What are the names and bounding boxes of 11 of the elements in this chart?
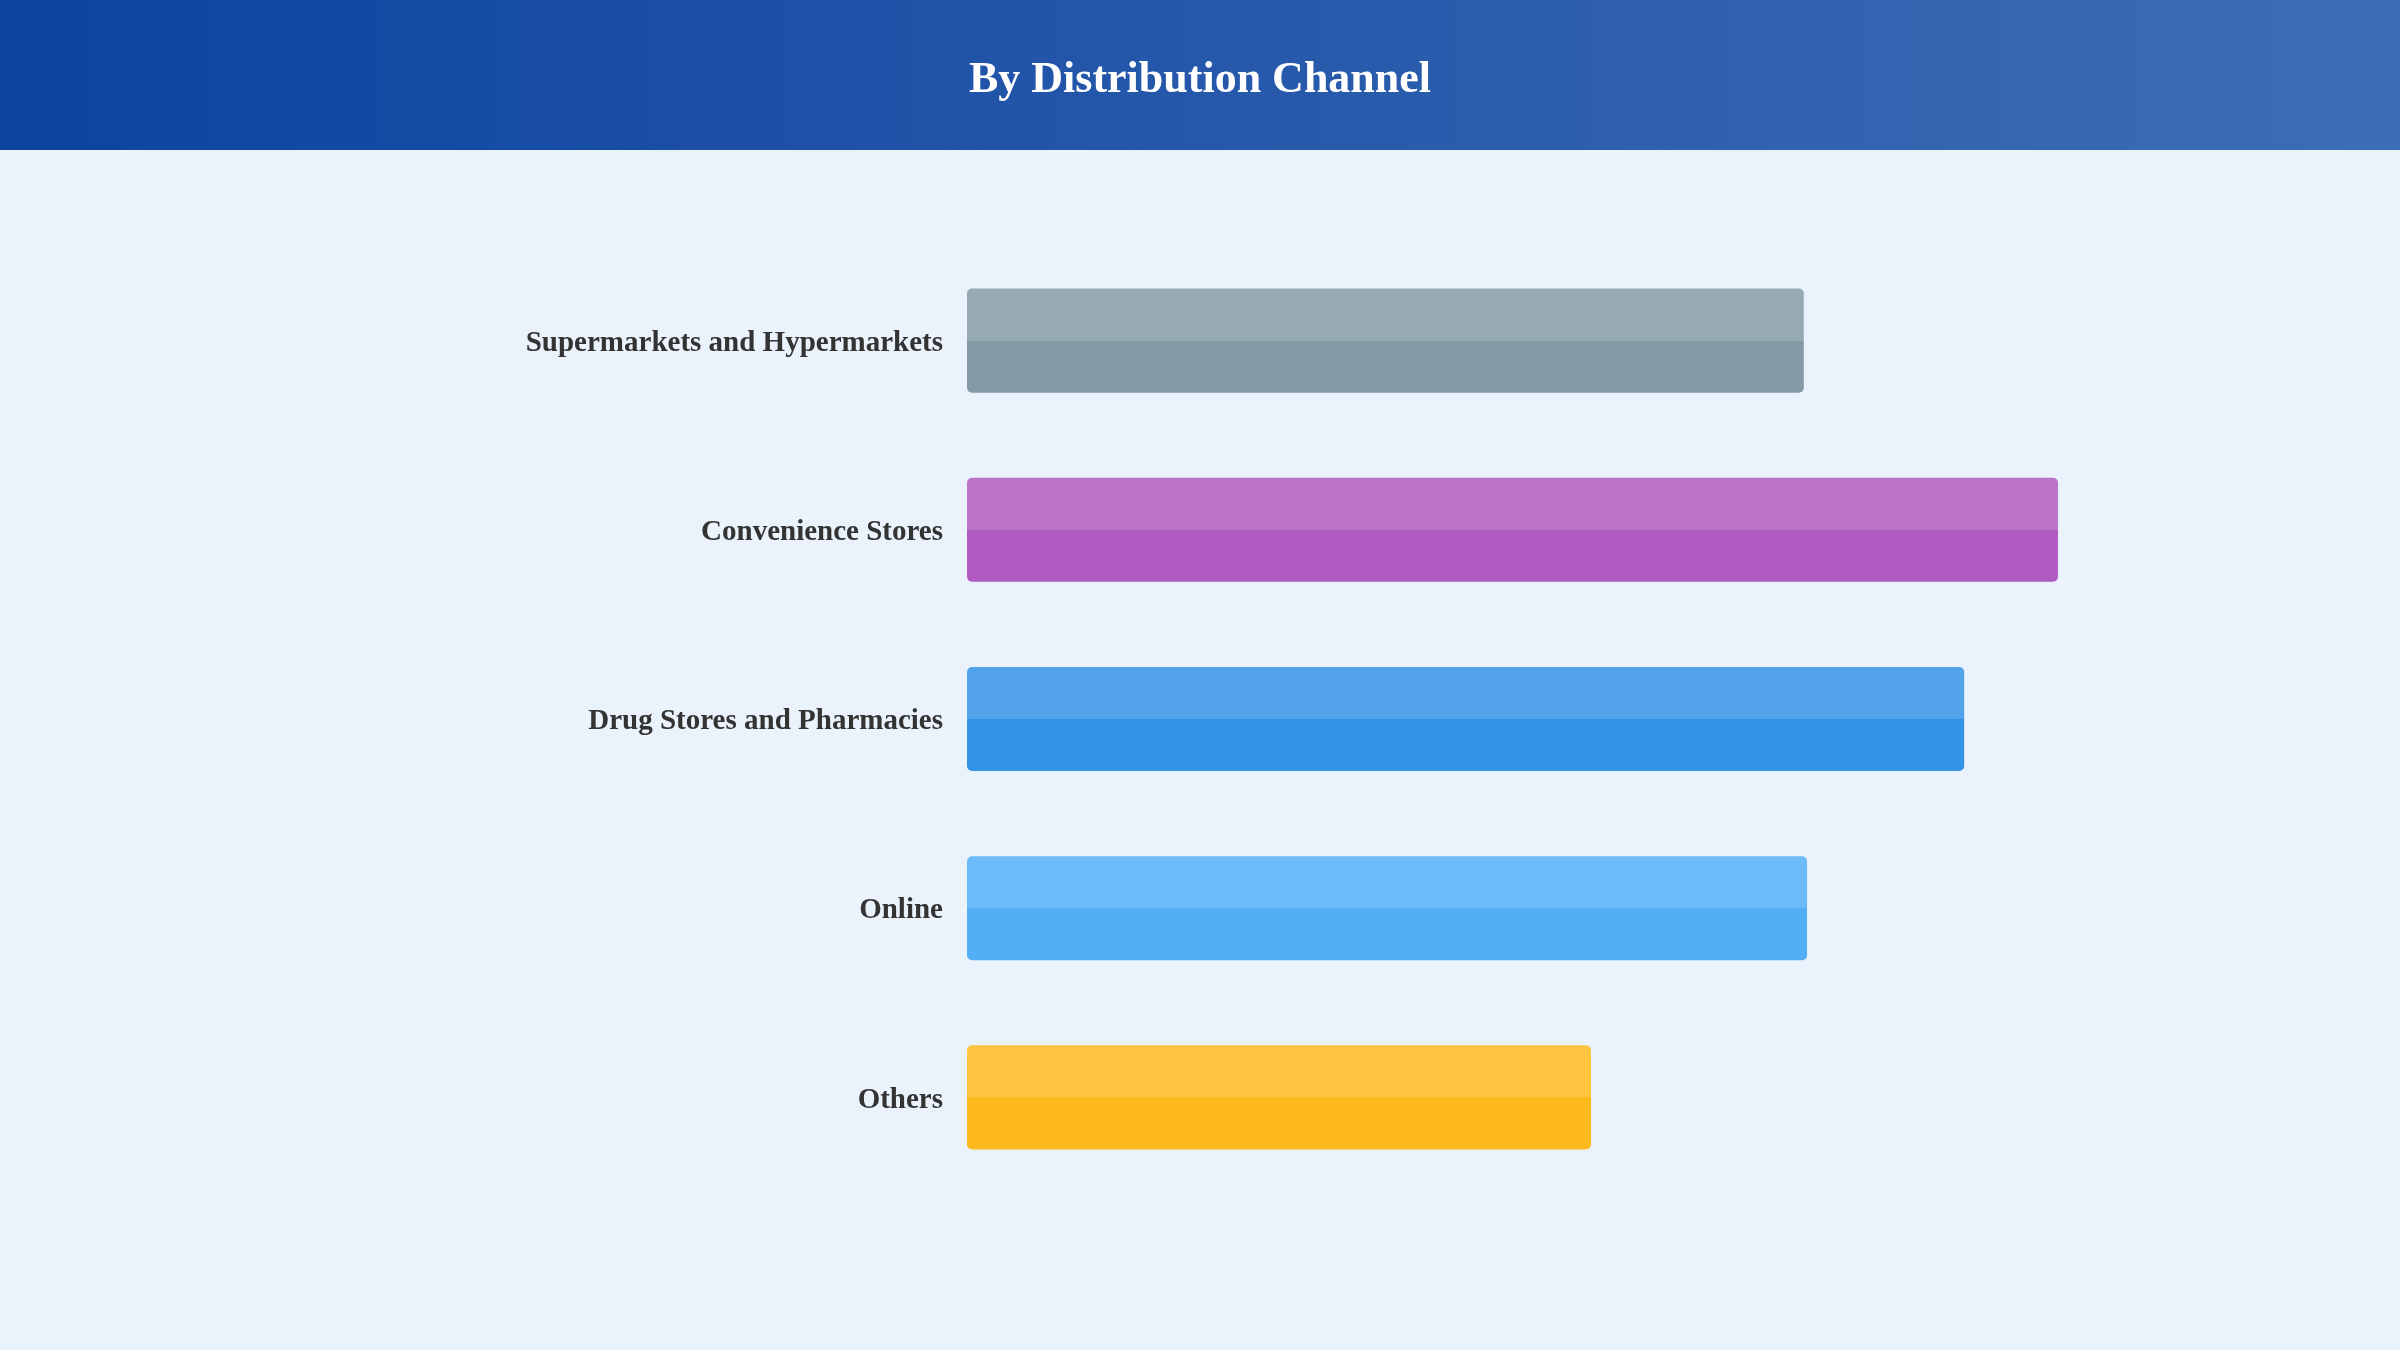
bar [967,1045,1592,1150]
bar [967,288,1804,393]
bar [967,666,1965,772]
bar [967,856,1808,961]
chart-title: By Distribution Channel [968,53,1432,102]
y-tick-label: Drug Stores and Pharmacies [588,703,943,736]
y-tick-label: Others [857,1081,943,1114]
y-tick-label: Online [859,892,944,925]
y-tick-label: Convenience Stores [701,513,943,546]
y-tick-label: Supermarkets and Hypermarkets [525,324,943,357]
bar [967,477,2058,582]
